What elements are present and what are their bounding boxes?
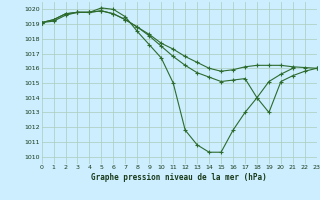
X-axis label: Graphe pression niveau de la mer (hPa): Graphe pression niveau de la mer (hPa) — [91, 173, 267, 182]
